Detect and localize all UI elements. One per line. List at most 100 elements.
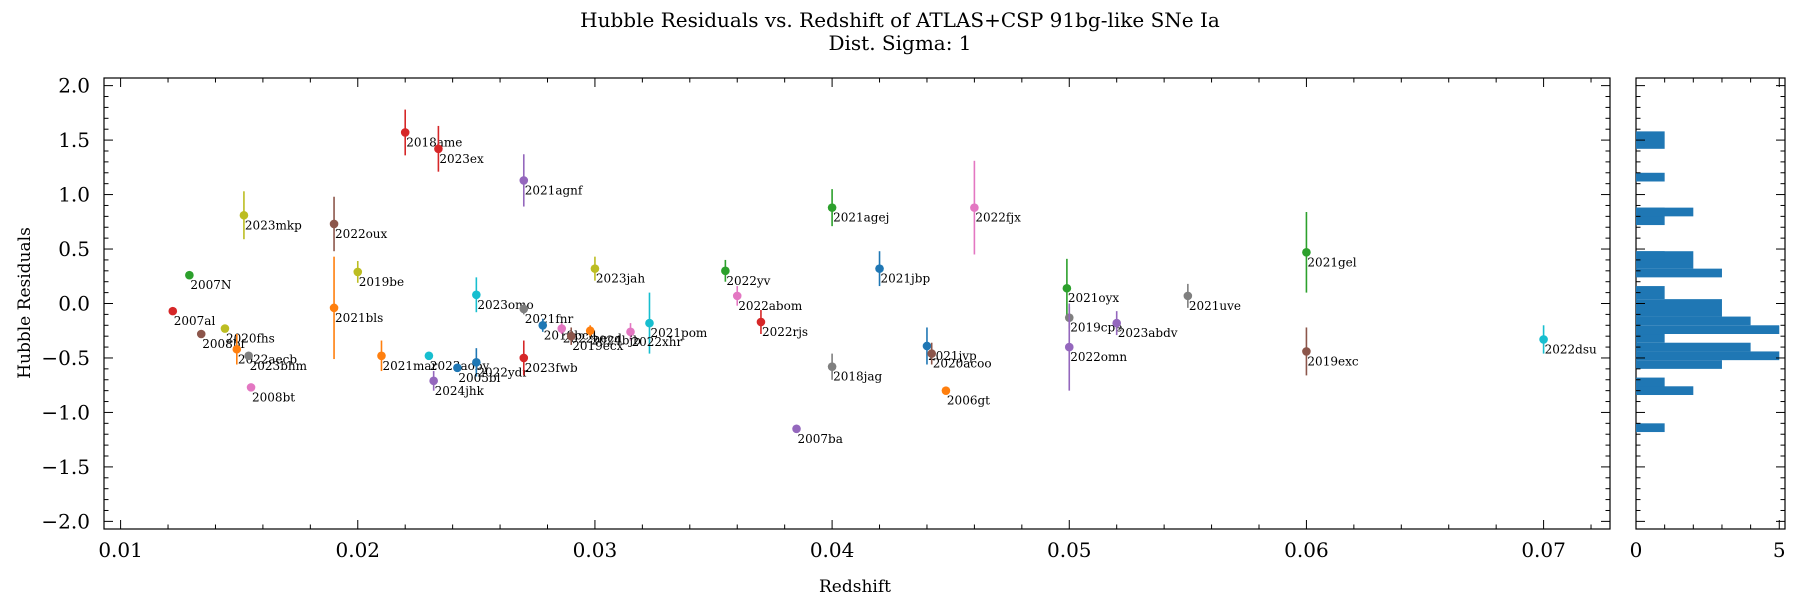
data-marker <box>732 291 742 301</box>
point-label: 2006gt <box>947 394 990 408</box>
point-label: 2021jbp <box>881 272 931 286</box>
data-marker <box>244 351 253 361</box>
point-label: 2019be <box>359 275 404 289</box>
data-point-2021gel: 2021gel <box>1302 211 1357 293</box>
data-marker <box>353 267 363 277</box>
data-marker <box>246 383 256 392</box>
point-label: 2021oyx <box>1068 291 1120 305</box>
data-marker <box>232 344 242 354</box>
scatter-frame <box>103 77 1611 530</box>
data-point-2023bhm: 2023bhm <box>244 351 308 373</box>
point-label: 2022aecd <box>563 332 623 346</box>
point-label: 2022oux <box>335 227 387 241</box>
data-point-2021agej: 2021agej <box>827 189 889 227</box>
data-marker <box>941 386 951 395</box>
point-label: 2021pom <box>650 326 707 340</box>
point-label: 2018ame <box>406 135 462 149</box>
point-label: 2008bt <box>252 390 295 404</box>
histogram-bar <box>1636 316 1751 326</box>
data-point-2021jbp: 2021jbp <box>875 251 931 287</box>
point-label: 2021mar <box>382 359 437 373</box>
data-point-2020fhs: 2020fhs <box>220 324 275 346</box>
data-point-2023ex: 2023ex <box>434 125 484 172</box>
data-point-2023abdv: 2023abdv <box>1112 311 1178 340</box>
y-tick-label: −1.5 <box>41 455 90 479</box>
x-tick-label: 0.07 <box>1521 538 1566 562</box>
data-marker <box>922 341 932 351</box>
data-marker <box>429 376 438 386</box>
data-point-2008bt: 2008bt <box>246 383 295 404</box>
point-label: 2021jvp <box>928 349 977 363</box>
data-marker <box>196 329 206 339</box>
y-tick-label: −1.0 <box>41 400 90 424</box>
histogram-bar <box>1636 172 1665 182</box>
data-marker <box>756 317 766 327</box>
point-label: 2005bl <box>458 371 500 385</box>
data-point-2021jvp: 2021jvp <box>922 327 977 365</box>
data-marker <box>453 363 462 373</box>
x-tick-label: 0.06 <box>1284 538 1329 562</box>
point-label: 2022abom <box>738 299 803 313</box>
point-label: 2021agnf <box>525 183 584 197</box>
point-label: 2022dsu <box>1545 342 1597 356</box>
histogram-bar <box>1636 342 1751 352</box>
point-label: 2022omn <box>1070 350 1127 364</box>
point-label: 2022xhr <box>632 335 683 349</box>
y-tick-label: 0.0 <box>58 292 90 316</box>
point-label: 2021uve <box>1189 299 1241 313</box>
point-label: 2021bls <box>335 311 383 325</box>
x-tick-label: 0.03 <box>573 538 618 562</box>
point-label: 2021fnr <box>525 312 574 326</box>
chart-subtitle: Dist. Sigma: 1 <box>828 31 971 55</box>
data-point-2021oyx: 2021oyx <box>1062 258 1120 318</box>
point-label: 2023ex <box>439 152 484 166</box>
data-point-2018jag: 2018jag <box>827 353 883 384</box>
point-label: 2020fhs <box>226 332 275 346</box>
point-label: 2023jah <box>596 272 645 286</box>
x-tick-label: 0.04 <box>810 538 855 562</box>
data-marker <box>424 351 434 361</box>
data-point-2022xhr: 2022xhr <box>626 323 683 349</box>
data-point-2022aecd: 2022aecd <box>557 323 623 346</box>
data-marker <box>827 203 837 212</box>
data-marker <box>519 353 529 363</box>
point-label: 2023bhm <box>250 359 308 373</box>
histogram-bar <box>1636 423 1665 433</box>
y-tick-label: −0.5 <box>41 346 90 370</box>
data-marker <box>875 264 884 273</box>
data-marker <box>721 266 730 276</box>
histogram-bar <box>1636 268 1722 278</box>
point-label: 2021gel <box>1307 255 1356 269</box>
point-label: 2024bjb <box>591 334 641 348</box>
data-marker <box>472 290 481 300</box>
data-marker <box>168 306 178 316</box>
data-point-2022abom: 2022abom <box>732 286 803 313</box>
data-point-2007N: 2007N <box>185 270 231 292</box>
histogram-bar <box>1636 325 1780 335</box>
data-marker <box>519 304 529 314</box>
data-marker <box>827 362 837 371</box>
data-point-2022oux: 2022oux <box>329 196 388 252</box>
data-marker <box>220 324 230 333</box>
data-marker <box>1064 342 1074 352</box>
point-label: 2022fjx <box>975 211 1021 225</box>
point-label: 2023mkp <box>245 218 302 232</box>
data-marker <box>626 327 635 337</box>
histogram-bar <box>1636 351 1780 361</box>
data-marker <box>927 349 937 358</box>
data-marker <box>239 210 249 220</box>
point-label: 2007al <box>174 314 216 328</box>
data-point-2021pom: 2021pom <box>645 292 708 354</box>
data-point-2023jah: 2023jah <box>590 256 645 286</box>
data-point-2024bjb: 2024bjb <box>585 325 641 348</box>
data-point-2021mar: 2021mar <box>377 340 438 373</box>
point-label: 2022rjs <box>762 325 808 339</box>
data-point-2018ame: 2018ame <box>400 109 462 156</box>
histogram-bar <box>1636 299 1722 317</box>
data-point-2021fnr: 2021fnr <box>519 303 574 326</box>
chart-title: Hubble Residuals vs. Redshift of ATLAS+C… <box>580 8 1220 32</box>
data-marker <box>472 358 481 367</box>
point-label: 2020acoo <box>933 357 992 371</box>
data-point-2022yv: 2022yv <box>721 259 771 288</box>
